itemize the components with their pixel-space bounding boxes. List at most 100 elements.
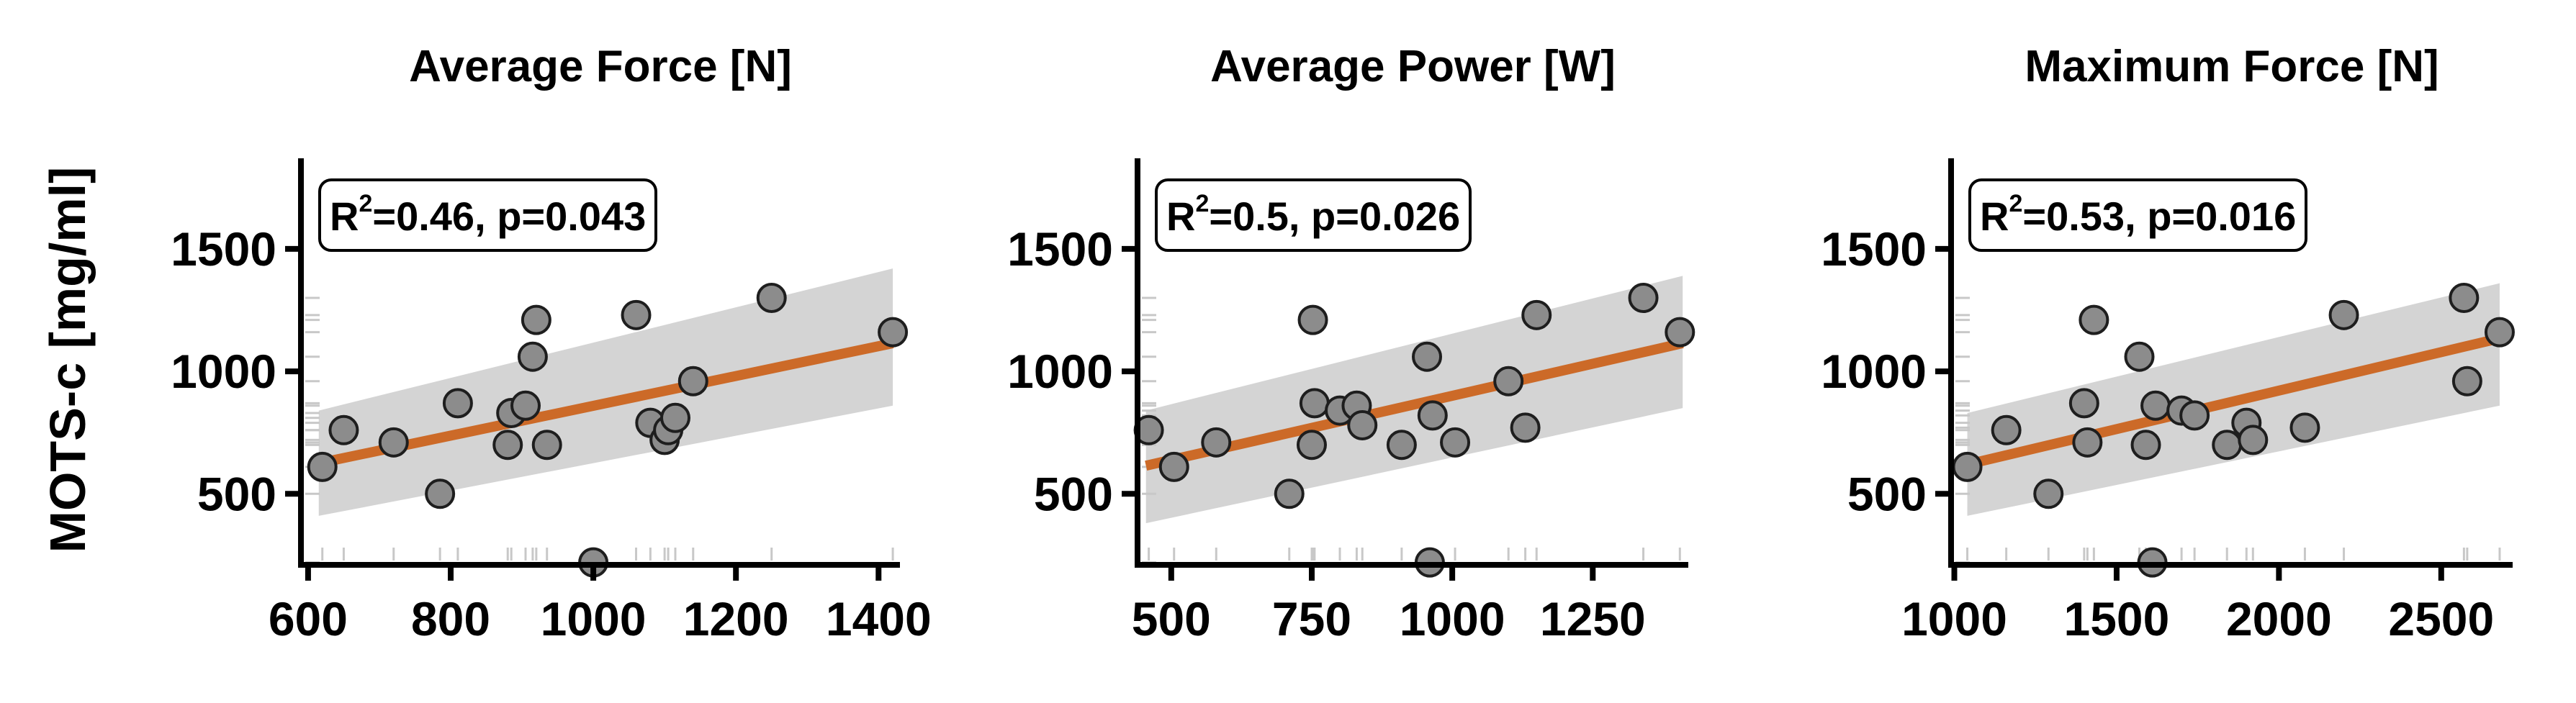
r-squared-symbol: R — [1166, 194, 1195, 239]
data-point — [1493, 366, 1524, 396]
data-point — [1991, 414, 2022, 445]
regression-line — [1965, 333, 2501, 470]
x-tick-label: 2500 — [2388, 592, 2494, 645]
data-point — [1347, 409, 1378, 440]
data-point — [2451, 366, 2482, 396]
y-tick-label: 1500 — [171, 222, 276, 276]
data-point — [2238, 425, 2269, 455]
data-point — [2140, 390, 2171, 421]
x-tick-label: 1000 — [1400, 592, 1505, 645]
x-tick-label: 1400 — [826, 592, 932, 645]
x-tick-label: 1000 — [1901, 592, 2007, 645]
chart-title: Average Power [W] — [1210, 42, 1616, 91]
x-tick-label: 600 — [269, 592, 348, 645]
x-tick-label: 1500 — [2064, 592, 2170, 645]
y-tick-label: 1000 — [1007, 345, 1113, 398]
data-point — [328, 414, 359, 445]
data-point — [1201, 427, 1232, 458]
r-squared-superscript: 2 — [2009, 190, 2022, 217]
data-point — [756, 283, 787, 314]
y-tick-label: 1000 — [1821, 345, 1927, 398]
data-point — [1521, 299, 1552, 330]
r-squared-superscript: 2 — [359, 190, 372, 217]
data-point — [2212, 430, 2243, 461]
data-point — [425, 479, 456, 509]
stat-annotation-box — [1155, 178, 1472, 252]
r-squared-symbol: R — [330, 194, 359, 239]
data-point — [677, 366, 708, 396]
stat-values: =0.5, p=0.026 — [1209, 194, 1460, 239]
x-tick-label: 1200 — [683, 592, 789, 645]
data-point — [517, 341, 548, 372]
data-point — [2072, 427, 2103, 458]
data-point — [1440, 427, 1471, 458]
data-point — [2033, 479, 2064, 509]
y-tick-label: 1000 — [171, 345, 276, 398]
data-point — [1510, 412, 1541, 443]
x-tick-label: 1250 — [1540, 592, 1646, 645]
x-tick-label: 2000 — [2226, 592, 2332, 645]
data-point — [2079, 304, 2109, 335]
data-point — [1297, 304, 1328, 335]
data-point — [2068, 388, 2099, 419]
y-tick-label: 1500 — [1821, 222, 1927, 276]
data-point — [1665, 317, 1695, 348]
y-tick-label: 1500 — [1007, 222, 1113, 276]
data-point — [492, 430, 523, 461]
y-tick-label: 500 — [1847, 467, 1927, 520]
data-point — [2179, 400, 2210, 431]
x-tick-label: 500 — [1132, 592, 1211, 645]
data-point — [1417, 400, 1448, 431]
data-point — [660, 402, 690, 433]
stat-annotation: R2=0.53, p=0.016 — [1968, 178, 2307, 252]
r-squared-superscript: 2 — [1195, 190, 1209, 217]
data-point — [2124, 341, 2155, 372]
stat-values: =0.46, p=0.043 — [372, 194, 646, 239]
r-squared-symbol: R — [1980, 194, 2009, 239]
data-point — [307, 451, 338, 482]
x-tick-label: 750 — [1272, 592, 1351, 645]
data-point — [878, 317, 909, 348]
x-tick-label: 800 — [411, 592, 490, 645]
data-point — [442, 388, 473, 419]
data-point — [2328, 299, 2359, 330]
stat-annotation: R2=0.5, p=0.026 — [1155, 178, 1472, 252]
data-point — [1412, 341, 1443, 372]
stat-values: =0.53, p=0.016 — [2022, 194, 2296, 239]
chart-panel-3: Maximum Force [N] 500 1000 1500 1000 1500 2000… — [1821, 42, 2515, 645]
data-point — [1952, 451, 1983, 482]
data-point — [2449, 283, 2480, 314]
data-point — [1296, 430, 1327, 461]
chart-title: Maximum Force [N] — [2025, 42, 2438, 91]
stat-annotation-text: R2=0.53, p=0.016 — [1980, 190, 2296, 239]
x-tick-label: 1000 — [541, 592, 647, 645]
stat-annotation-box — [318, 178, 657, 252]
chart-title: Average Force [N] — [409, 42, 792, 91]
y-tick-label: 500 — [197, 467, 276, 520]
data-point — [2484, 317, 2515, 348]
stat-annotation-text: R2=0.5, p=0.026 — [1166, 190, 1460, 239]
data-point — [510, 390, 541, 421]
stat-annotation-box — [1968, 178, 2307, 252]
stat-annotation: R2=0.46, p=0.043 — [318, 178, 657, 252]
regression-line — [1145, 338, 1684, 471]
chart-panel-1: Average Force [N] 500 1000 1500 600 800 1000 12… — [171, 42, 932, 645]
chart-panel-2: Average Power [W] 500 1000 1500 500 750 1000 12… — [1007, 42, 1695, 645]
data-point — [531, 430, 562, 461]
data-point — [521, 304, 551, 335]
stat-annotation-text: R2=0.46, p=0.043 — [330, 190, 646, 239]
data-point — [2289, 412, 2320, 443]
regression-line — [318, 338, 894, 468]
y-tick-label: 500 — [1034, 467, 1113, 520]
data-point — [621, 299, 652, 330]
data-point — [1628, 283, 1659, 314]
data-point — [1274, 479, 1305, 509]
confidence-band — [318, 268, 893, 516]
data-point — [2130, 430, 2161, 461]
y-axis-label: MOTS-c [mg/ml] — [40, 167, 96, 553]
data-point — [1386, 430, 1417, 461]
data-point — [378, 427, 409, 458]
data-point — [1299, 388, 1330, 419]
data-point — [1158, 451, 1189, 482]
